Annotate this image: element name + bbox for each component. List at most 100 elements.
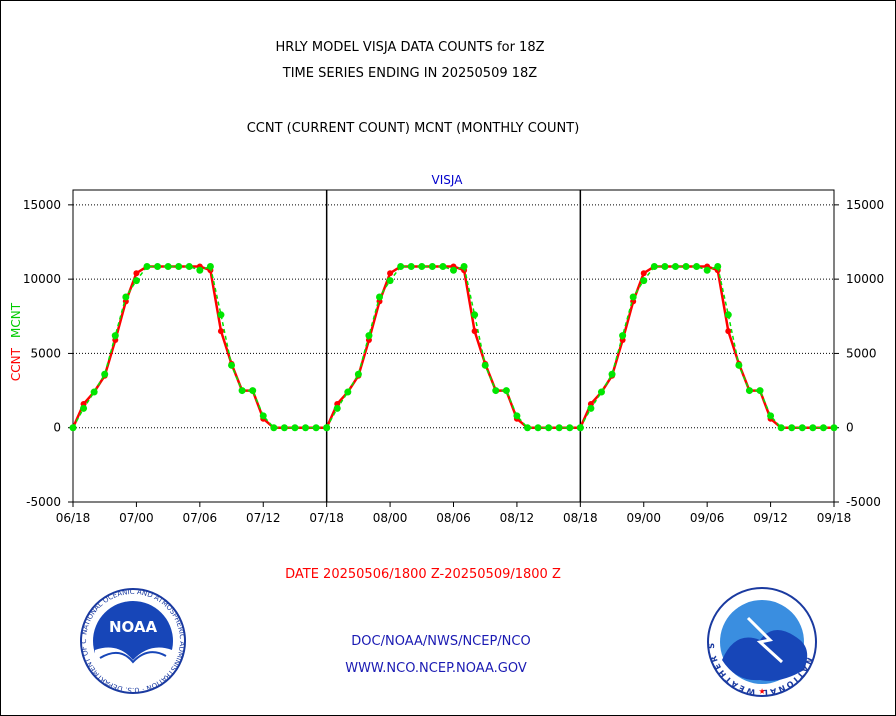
data-point-mcnt <box>206 263 214 271</box>
data-point-mcnt <box>280 424 288 432</box>
y-tick-label-left: 10000 <box>23 272 61 286</box>
data-point-mcnt <box>185 263 193 271</box>
data-point-mcnt <box>703 266 711 274</box>
data-point-mcnt <box>80 404 88 412</box>
chart-title-line1: HRLY MODEL VISJA DATA COUNTS for 18Z <box>275 40 544 55</box>
data-point-ccnt <box>640 270 647 277</box>
data-point-mcnt <box>386 277 394 285</box>
y-tick-label-right: -5000 <box>846 495 881 509</box>
data-point-mcnt <box>69 424 77 432</box>
data-point-mcnt <box>671 263 679 271</box>
data-point-mcnt <box>555 424 563 432</box>
data-point-mcnt <box>439 263 447 271</box>
data-point-mcnt <box>502 387 510 395</box>
data-point-mcnt <box>122 293 130 301</box>
x-tick-label: 09/06 <box>690 511 725 525</box>
data-point-mcnt <box>228 361 236 369</box>
data-point-mcnt <box>777 424 785 432</box>
x-tick-label: 07/12 <box>246 511 281 525</box>
series-line-ccnt <box>325 265 581 429</box>
data-point-ccnt <box>387 270 394 277</box>
data-point-mcnt <box>798 424 806 432</box>
data-point-mcnt <box>238 387 246 395</box>
chart-title-line2: TIME SERIES ENDING IN 20250509 18Z <box>282 66 538 81</box>
y-tick-label-left: 5000 <box>30 346 61 360</box>
data-point-mcnt <box>397 263 405 271</box>
data-point-mcnt <box>661 263 669 271</box>
chart-title-line3: CCNT (CURRENT COUNT) MCNT (MONTHLY COUNT… <box>247 121 580 136</box>
x-tick-label: 08/06 <box>436 511 471 525</box>
org-label: DOC/NOAA/NWS/NCEP/NCO <box>351 634 530 649</box>
data-point-mcnt <box>767 412 775 420</box>
data-point-mcnt <box>745 387 753 395</box>
data-point-mcnt <box>175 263 183 271</box>
data-point-mcnt <box>460 263 468 271</box>
data-point-mcnt <box>830 424 838 432</box>
data-point-mcnt <box>714 263 722 271</box>
data-point-mcnt <box>545 424 553 432</box>
url-label: WWW.NCO.NCEP.NOAA.GOV <box>345 661 527 676</box>
data-point-mcnt <box>428 263 436 271</box>
data-point-mcnt <box>640 277 648 285</box>
y-tick-label-left: 15000 <box>23 198 61 212</box>
data-point-mcnt <box>270 424 278 432</box>
series-line-mcnt <box>326 265 581 429</box>
data-point-mcnt <box>523 424 531 432</box>
y-tick-label-right: 10000 <box>846 272 884 286</box>
data-point-mcnt <box>682 263 690 271</box>
data-point-ccnt <box>725 328 732 335</box>
data-point-mcnt <box>418 263 426 271</box>
data-point-mcnt <box>619 332 627 340</box>
data-point-mcnt <box>164 263 172 271</box>
data-point-mcnt <box>650 263 658 271</box>
x-tick-label: 09/12 <box>753 511 788 525</box>
y-label-ccnt: CCNT <box>9 347 23 381</box>
data-point-mcnt <box>608 370 616 378</box>
data-point-mcnt <box>344 388 352 396</box>
plot-border <box>72 189 835 503</box>
y-tick-label-right: 15000 <box>846 198 884 212</box>
x-tick-label: 07/18 <box>309 511 344 525</box>
data-point-mcnt <box>566 424 574 432</box>
data-point-mcnt <box>724 311 732 319</box>
series-line-ccnt <box>71 265 327 429</box>
data-point-mcnt <box>576 424 584 432</box>
x-tick-label: 09/00 <box>626 511 661 525</box>
panel-title: VISJA <box>432 173 464 187</box>
data-point-mcnt <box>450 266 457 274</box>
x-tick-label: 08/18 <box>563 511 598 525</box>
data-point-mcnt <box>154 263 162 271</box>
y-tick-label-right: 5000 <box>846 346 877 360</box>
data-point-mcnt <box>132 277 140 285</box>
y-tick-label-left: 0 <box>53 421 61 435</box>
data-point-ccnt <box>471 328 478 335</box>
data-point-mcnt <box>217 311 225 319</box>
data-point-mcnt <box>249 387 257 395</box>
data-point-mcnt <box>629 293 637 301</box>
data-point-mcnt <box>354 370 362 378</box>
data-point-mcnt <box>534 424 542 432</box>
y-tick-label-right: 0 <box>846 421 854 435</box>
data-point-mcnt <box>693 263 701 271</box>
date-range-label: DATE 20250506/1800 Z-20250509/1800 Z <box>285 567 561 582</box>
data-point-mcnt <box>196 266 204 274</box>
noaa-ring-text: NATIONAL OCEANIC AND ATMOSPHERIC ADMINIS… <box>0 0 186 694</box>
data-point-mcnt <box>788 424 796 432</box>
x-tick-label: 08/00 <box>373 511 408 525</box>
data-point-mcnt <box>587 404 595 412</box>
series-line-mcnt <box>579 265 834 429</box>
data-point-mcnt <box>259 412 267 420</box>
x-tick-label: 07/00 <box>119 511 154 525</box>
x-tick-label: 07/06 <box>183 511 218 525</box>
noaa-logo: NOAA NATIONAL OCEANIC AND ATMOSPHERIC AD… <box>0 0 186 694</box>
series-line-mcnt <box>72 265 327 429</box>
data-point-mcnt <box>471 311 479 319</box>
y-label-mcnt: MCNT <box>9 302 23 338</box>
data-point-mcnt <box>323 424 331 432</box>
plot-area: 15000 15000 10000 10000 5000 5000 0 0 -5000 -5000… <box>23 189 884 525</box>
data-point-mcnt <box>756 387 764 395</box>
x-tick-label: 06/18 <box>56 511 91 525</box>
data-point-mcnt <box>407 263 415 271</box>
nws-star-icon: ★ <box>759 684 766 697</box>
